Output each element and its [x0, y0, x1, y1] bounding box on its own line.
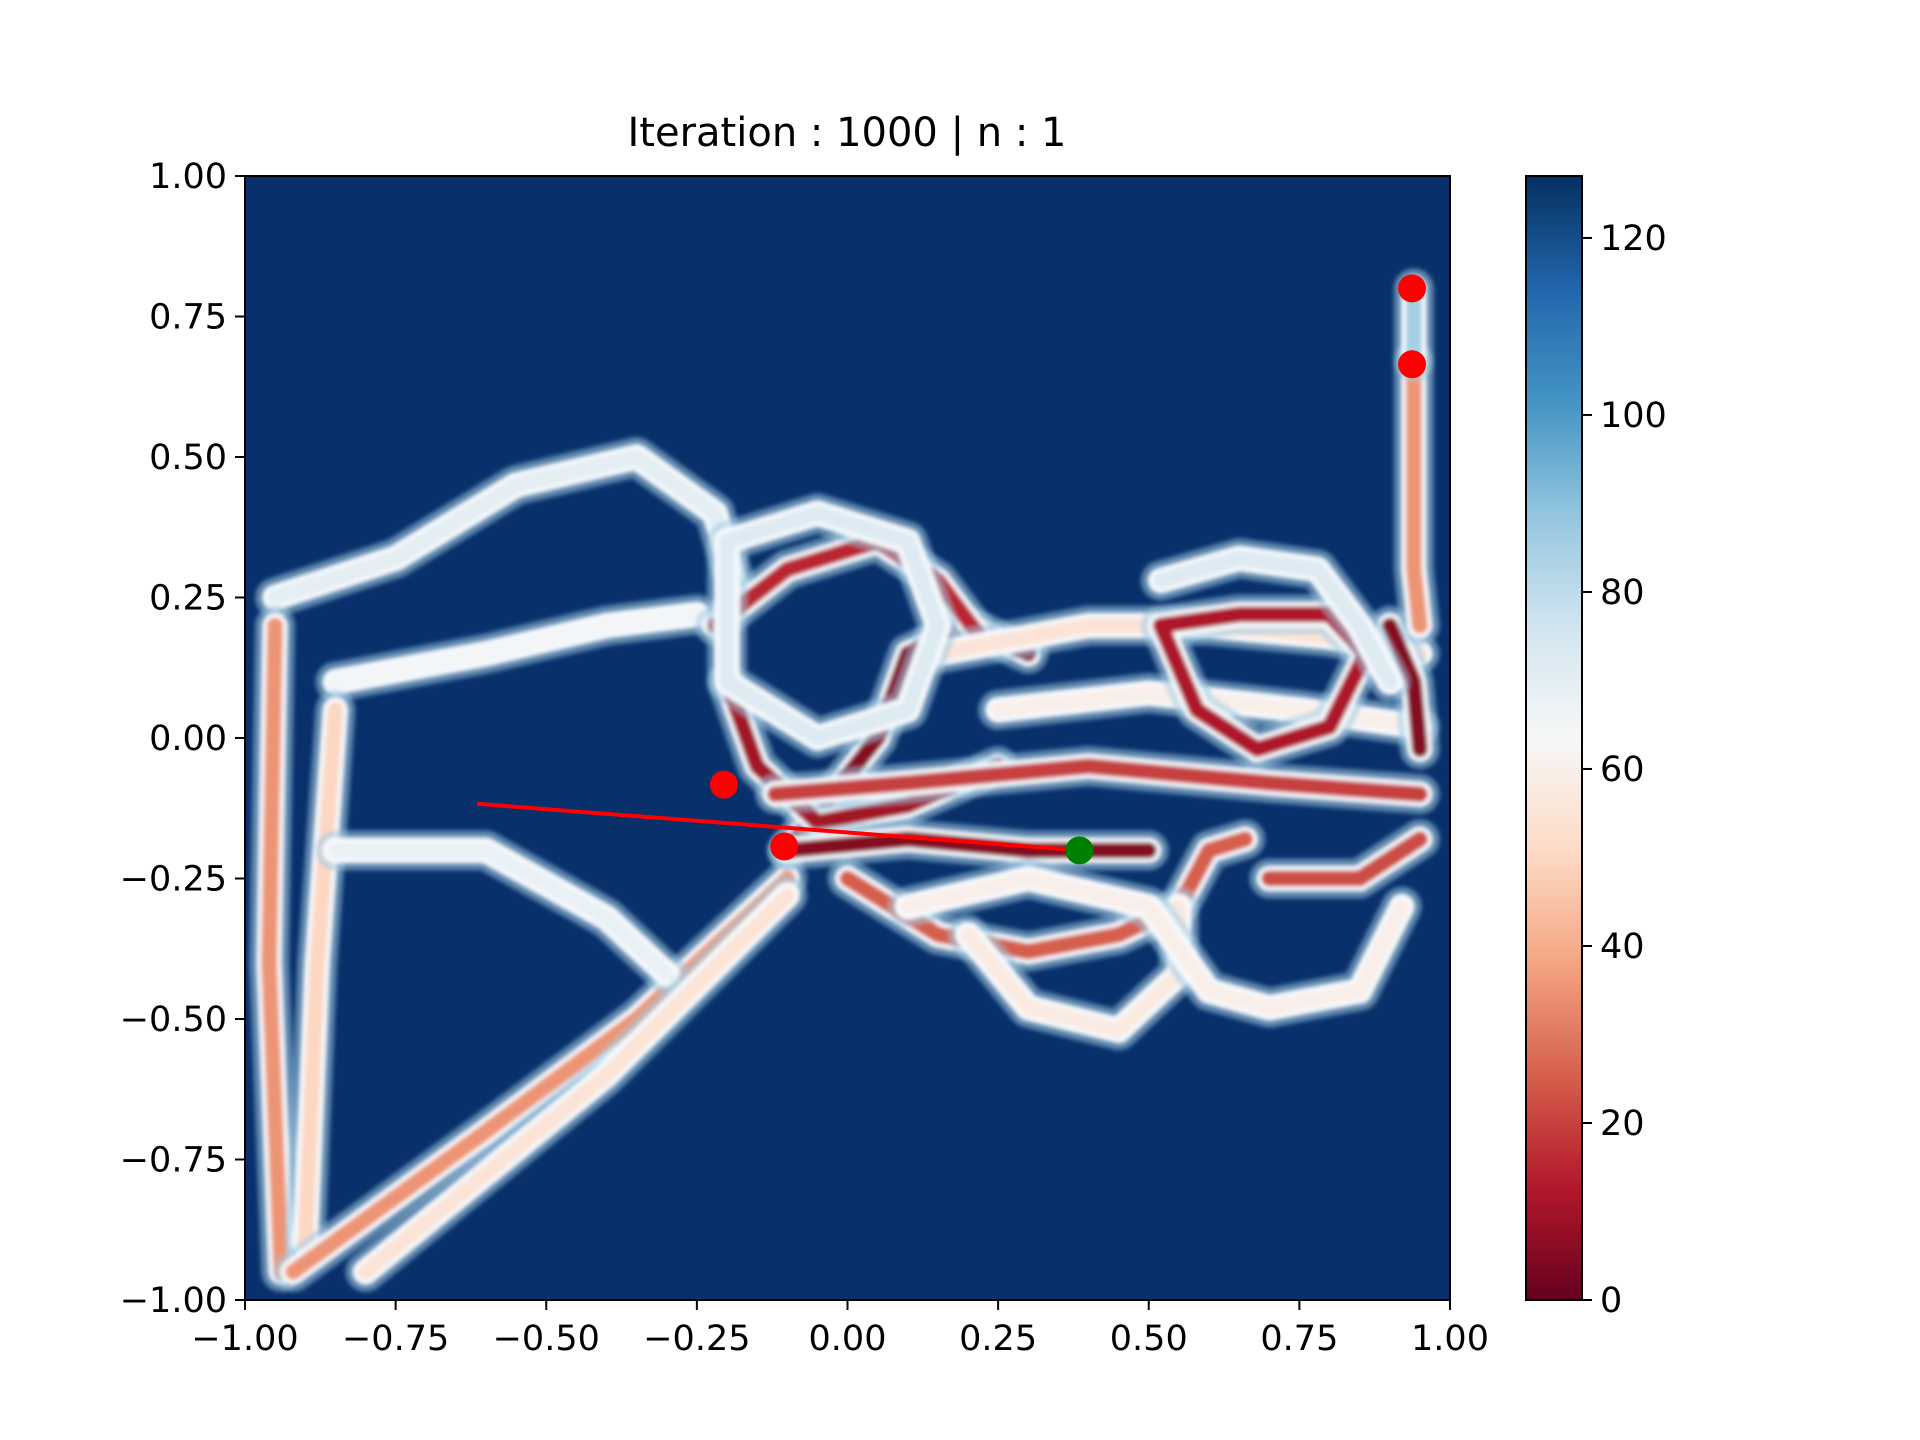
path-line-layer [476, 801, 1080, 853]
green-marker-4 [1065, 836, 1094, 865]
colorbar-ticks: 0 20 40 60 80 100 120 [1582, 219, 1667, 1321]
trajectory-6 [357, 887, 796, 1280]
trajectory-14 [1152, 606, 1374, 758]
trajectory-18 [839, 831, 1254, 960]
x-axis: −1.00 −0.75 −0.50 −0.25 0.00 0.25 0.50 0.75 1.00 [191, 1300, 1489, 1359]
x-tick-label: 1.00 [1411, 1319, 1489, 1359]
y-tick-label: −0.50 [120, 1000, 227, 1040]
y-tick-label: 1.00 [149, 157, 227, 197]
x-tick-label: 0.25 [959, 1319, 1037, 1359]
colorbar-tick-label: 40 [1600, 927, 1645, 967]
red-marker-3 [770, 832, 799, 861]
y-tick-label: 0.50 [149, 438, 227, 478]
y-tick-label: 0.00 [149, 719, 227, 759]
colorbar-tick-label: 100 [1600, 396, 1667, 436]
y-tick-label: 0.25 [149, 579, 227, 619]
y-tick-label: −1.00 [120, 1281, 227, 1321]
x-tick-label: −1.00 [191, 1319, 298, 1359]
x-tick-label: 0.50 [1110, 1319, 1188, 1359]
colorbar-gradient [1525, 175, 1583, 1301]
trajectory-13 [990, 685, 1428, 735]
trajectory-21 [1261, 831, 1428, 887]
x-tick-label: −0.75 [342, 1319, 449, 1359]
colorbar-tick-label: 60 [1600, 750, 1645, 790]
trajectory-20 [899, 870, 1410, 1016]
trajectory-layer [249, 268, 1440, 1292]
red-marker-2 [709, 770, 738, 799]
y-tick-label: 0.75 [149, 298, 227, 338]
marker-layer [709, 274, 1427, 865]
red-marker-1 [1398, 350, 1427, 379]
y-tick-label: −0.75 [120, 1141, 227, 1181]
trajectory-2 [261, 617, 290, 1280]
path-line [476, 801, 1080, 853]
trajectory-1 [327, 606, 705, 690]
colorbar-tick-label: 0 [1600, 1281, 1622, 1321]
trajectory-5 [327, 842, 675, 982]
trajectory-23 [1152, 550, 1398, 690]
x-tick-label: 0.75 [1260, 1319, 1338, 1359]
colorbar-tick-label: 80 [1600, 573, 1645, 613]
trajectory-15 [1381, 617, 1428, 758]
y-tick-label: −0.25 [120, 860, 227, 900]
red-marker-0 [1398, 274, 1427, 303]
x-tick-label: −0.50 [493, 1319, 600, 1359]
x-tick-label: −0.25 [643, 1319, 750, 1359]
colorbar-tick-label: 120 [1600, 219, 1667, 259]
y-axis: −1.00 −0.75 −0.50 −0.25 0.00 0.25 0.50 0.75 1.00 [120, 157, 245, 1321]
trajectory-3 [297, 701, 344, 1252]
colorbar-tick-label: 20 [1600, 1104, 1645, 1144]
x-tick-label: 0.00 [809, 1319, 887, 1359]
plot-area [245, 176, 1450, 1300]
trajectory-22 [719, 505, 946, 746]
trajectory-11 [767, 758, 1428, 803]
chart-title: Iteration : 1000 | n : 1 [628, 110, 1067, 156]
trajectory-16 [1405, 353, 1428, 634]
colorbar: 0 20 40 60 80 100 120 [1525, 175, 1667, 1321]
